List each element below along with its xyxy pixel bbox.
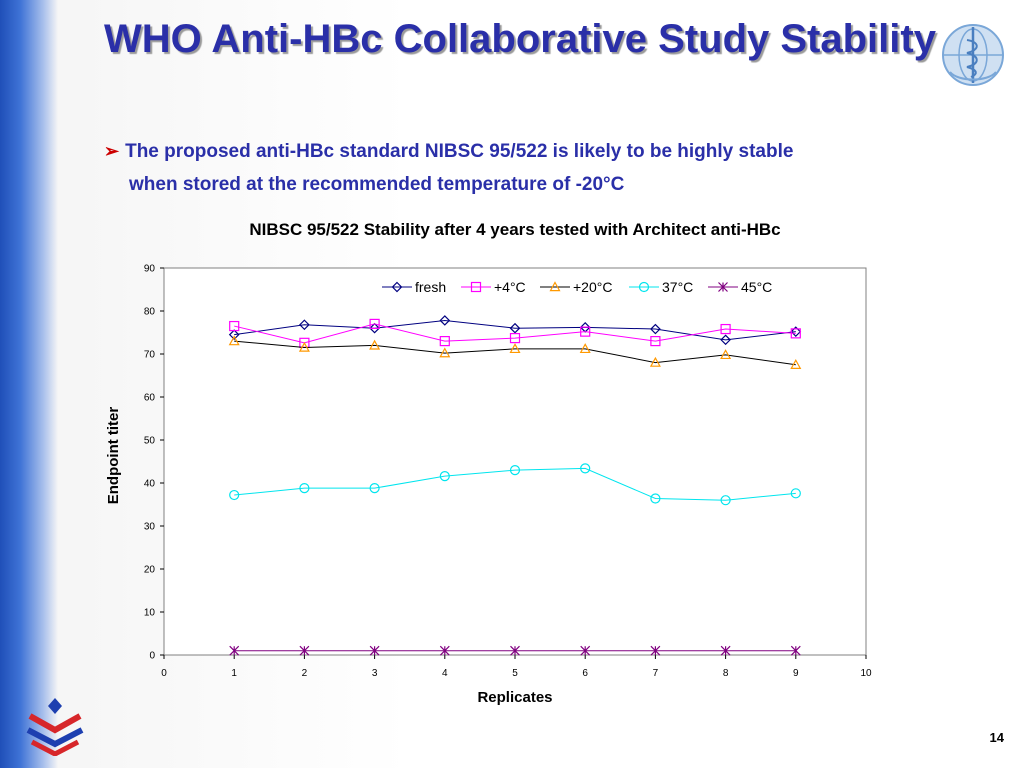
y-tick-label: 60	[144, 393, 156, 404]
legend-label-1: fresh	[415, 279, 446, 295]
x-tick-label: 2	[302, 668, 308, 679]
data-point-series-4	[229, 489, 240, 501]
data-point-series-2	[229, 320, 240, 332]
data-point-series-4	[580, 463, 591, 474]
arrow-bullet-icon: ➢	[104, 141, 120, 161]
legend-label-3: +20°C	[573, 279, 612, 295]
data-point-series-1	[509, 322, 521, 334]
x-tick-label: 0	[161, 668, 167, 679]
data-point-series-2	[650, 335, 661, 347]
x-tick-label: 1	[231, 668, 237, 679]
data-point-series-4	[439, 471, 450, 482]
y-tick-label: 40	[144, 479, 156, 490]
data-point-series-3	[509, 343, 521, 354]
legend-marker-5	[718, 282, 728, 292]
plot-area	[163, 267, 867, 656]
bullet-text-line1: The proposed anti-HBc standard NIBSC 95/…	[125, 141, 794, 162]
data-point-series-3	[649, 356, 661, 367]
bullet-point: ➢ The proposed anti-HBc standard NIBSC 95…	[104, 135, 984, 201]
legend-marker-4	[638, 281, 650, 293]
x-tick-label: 7	[653, 668, 659, 679]
legend-marker-1	[391, 281, 403, 293]
series-line-2	[234, 323, 796, 344]
data-point-series-5	[299, 645, 310, 656]
slide-title: WHO Anti-HBc Collaborative Study Stabili…	[104, 17, 936, 61]
x-tick-label: 5	[512, 668, 518, 679]
organization-logo-icon	[26, 698, 84, 756]
data-point-series-2	[369, 318, 380, 330]
data-point-series-5	[650, 645, 661, 656]
x-tick-label: 4	[442, 668, 448, 679]
y-tick-label: 10	[144, 608, 156, 619]
series-line-1	[234, 319, 796, 341]
x-tick-label: 6	[582, 668, 588, 679]
x-tick-label: 3	[372, 668, 378, 679]
y-tick-label: 80	[144, 307, 156, 318]
legend-label-5: 45°C	[741, 279, 772, 295]
line-chart: 0 10 20 30 40 50 60 70 80 90 0 1 2 3 4 5 6 7 8 9 10 Replicate…	[105, 264, 872, 707]
data-point-series-1	[299, 319, 310, 331]
data-point-series-2	[509, 332, 521, 344]
y-tick-label: 90	[144, 264, 156, 275]
data-point-series-5	[229, 645, 240, 656]
legend-label-2: +4°C	[494, 279, 526, 295]
data-point-series-4	[369, 483, 380, 494]
left-decorative-band	[0, 0, 58, 768]
y-tick-label: 70	[144, 350, 156, 361]
data-point-series-5	[580, 645, 591, 656]
legend-label-4: 37°C	[662, 279, 693, 295]
y-axis-label: Endpoint titer	[105, 407, 122, 505]
y-tick-label: 0	[149, 651, 155, 662]
data-point-series-3	[579, 343, 591, 354]
data-point-series-2	[580, 326, 591, 337]
series-line-3	[234, 340, 796, 366]
data-point-series-3	[228, 335, 240, 346]
series-line-4	[234, 467, 796, 501]
data-point-series-1	[650, 323, 661, 335]
data-point-series-1	[790, 326, 802, 337]
chart-title: NIBSC 95/522 Stability after 4 years tes…	[249, 220, 781, 239]
data-point-series-1	[369, 322, 380, 334]
y-tick-label: 30	[144, 522, 156, 533]
who-emblem-icon	[942, 24, 1004, 86]
x-tick-label: 10	[860, 668, 872, 679]
data-point-series-3	[720, 349, 732, 360]
data-point-series-3	[298, 341, 310, 352]
x-axis-label: Replicates	[477, 689, 552, 706]
data-point-series-4	[509, 465, 521, 476]
data-point-series-3	[369, 339, 381, 350]
data-point-series-1	[228, 329, 240, 340]
y-tick-label: 50	[144, 436, 156, 447]
data-point-series-4	[299, 483, 310, 494]
data-point-series-5	[790, 645, 801, 656]
data-point-series-5	[510, 645, 520, 656]
data-point-series-4	[790, 488, 801, 499]
legend-marker-3	[549, 281, 561, 292]
data-point-series-4	[720, 495, 731, 506]
bullet-text-line2: when stored at the recommended temperatu…	[129, 174, 625, 195]
data-point-series-3	[439, 347, 451, 358]
data-point-series-1	[439, 315, 451, 326]
x-tick-label: 9	[793, 668, 799, 679]
data-point-series-3	[790, 359, 802, 369]
data-point-series-1	[720, 334, 731, 346]
data-point-series-2	[439, 335, 450, 347]
data-point-series-2	[790, 328, 801, 339]
y-tick-label: 20	[144, 565, 156, 576]
page-number: 14	[989, 730, 1004, 745]
data-point-series-4	[650, 493, 661, 504]
data-point-series-2	[720, 323, 731, 335]
legend-marker-2	[470, 281, 482, 293]
data-point-series-5	[369, 645, 380, 656]
x-tick-label: 8	[723, 668, 729, 679]
data-point-series-5	[439, 645, 450, 656]
data-point-series-5	[720, 645, 731, 656]
